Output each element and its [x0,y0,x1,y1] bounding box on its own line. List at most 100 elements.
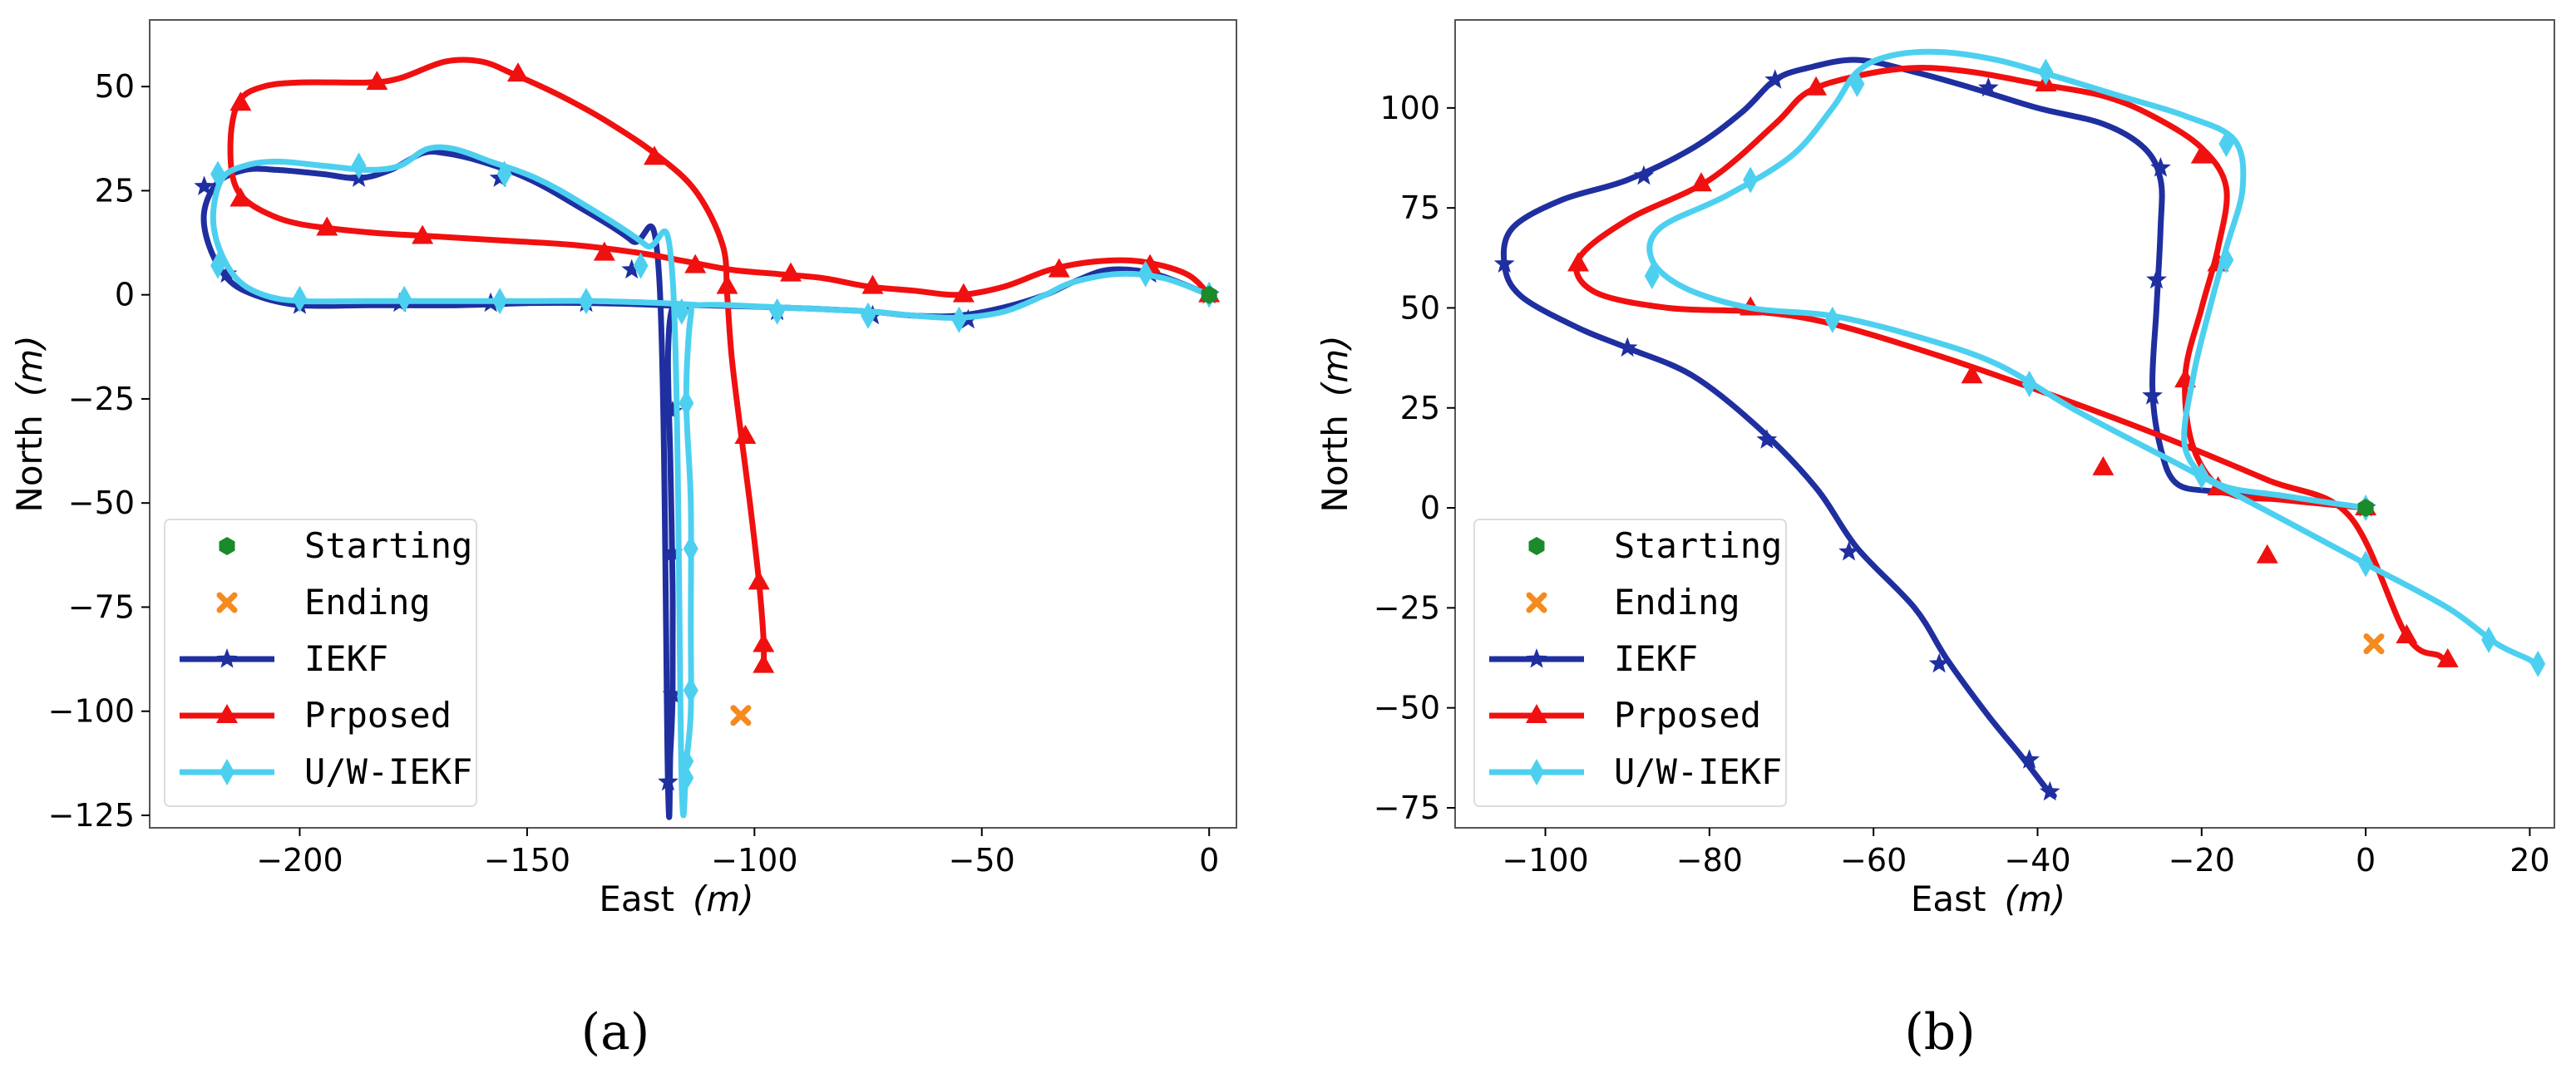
series-marker-u-w-iekf [679,389,694,416]
series-marker-prposed [2396,624,2418,644]
series-marker-u-w-iekf [633,252,649,279]
series-marker-prposed [412,224,434,244]
series-marker-iekf [662,683,683,704]
y-axis-name: North [9,415,50,512]
legend-ending-label: Ending [304,582,431,623]
series-marker-iekf [1928,652,1950,673]
series-marker-prposed [1567,252,1589,272]
series-marker-u-w-iekf [683,535,698,563]
series-marker-u-w-iekf [2530,650,2546,677]
series-marker-iekf [662,401,683,421]
x-tick-label: −200 [256,842,343,879]
series-marker-iekf [194,175,215,195]
legend-ending-marker [216,592,238,613]
y-axis-label: North (m) [1315,335,1355,512]
y-tick-label: −25 [1374,589,1440,626]
legend-starting-marker [1528,537,1545,555]
series-marker-iekf [2039,780,2060,801]
series-line-u-w-iekf [1646,48,2541,671]
legend-prposed-label: Prposed [304,695,452,736]
ending-point-marker [730,705,752,726]
series-marker-u-w-iekf [578,288,594,315]
x-tick-label: −20 [2169,842,2235,879]
x-axis-label: East (m) [1911,879,2065,919]
y-axis-label: North (m) [9,335,50,512]
series-marker-iekf [1764,69,1786,89]
series-marker-prposed [229,91,252,111]
series-marker-iekf [1616,337,1638,357]
series-marker-prposed [2436,647,2459,667]
series-marker-u-w-iekf [210,252,226,279]
series-marker-u-w-iekf [397,285,412,313]
series-marker-prposed [2256,544,2278,564]
series-marker-u-w-iekf [351,152,367,180]
series-marker-u-w-iekf [2481,626,2497,653]
y-axis-unit: (m) [9,335,50,396]
series-marker-u-w-iekf [951,306,967,333]
y-tick-label: −50 [1374,690,1440,726]
x-tick-label: −100 [1502,842,1588,879]
x-axis-name: East [599,879,674,919]
series-marker-u-w-iekf [2358,550,2374,578]
legend-iekf-marker [1526,648,1547,668]
x-axis-unit: (m) [2004,879,2065,919]
y-axis-name: North [1315,415,1355,512]
series-marker-u-w-iekf [492,288,508,315]
y-axis-unit: (m) [1315,335,1355,396]
panel-b: −100 −80 −60 −40 −20 0 20 100 75 50 25 0 −25 −50 −75 Ea… [1315,19,2555,1061]
y-tick-label: 50 [1400,289,1440,326]
series-marker-u-w-iekf [861,302,876,329]
legend-box [1473,519,1787,807]
series-marker-u-w-iekf [1644,262,1660,289]
series-group [194,57,1221,820]
series-marker-iekf [216,263,238,283]
series-marker-u-w-iekf [1824,306,1840,333]
series-marker-u-w-iekf [679,764,694,791]
ending-point-marker [2363,633,2385,655]
y-tick-label: 0 [115,277,135,313]
series-marker-iekf [1838,541,1859,561]
panel-a: −200 −150 −100 −50 0 50 25 0 −25 −50 −75 −100 −125 Ea… [9,19,1237,1061]
series-marker-iekf [662,542,683,562]
series-marker-prposed [2092,455,2115,475]
series-marker-prposed [506,62,529,82]
legend-ending-marker [1526,592,1547,613]
legend-starting-label: Starting [304,525,472,566]
series-marker-prposed [684,254,707,273]
legend: Starting Ending IEKF Prposed U/W-IEKF [1473,519,1787,807]
x-tick-label: −80 [1676,842,1743,879]
series-marker-prposed [952,283,975,303]
legend-u-w-iekf-marker [220,759,234,785]
series-marker-iekf [621,258,642,279]
legend-u-w-iekf-label: U/W-IEKF [1614,751,1782,792]
y-tick-label: −75 [68,588,135,625]
series-marker-u-w-iekf [683,677,698,704]
legend-box [164,519,477,807]
series-line-prposed [1573,65,2451,667]
y-tick-label: −100 [48,693,135,730]
series-marker-prposed [593,241,615,261]
y-tick-label: 100 [1379,90,1440,126]
legend: Starting Ending IEKF Prposed U/W-IEKF [164,519,477,807]
legend-iekf-marker [216,648,238,668]
series-marker-u-w-iekf [496,160,512,188]
series-marker-prposed [229,187,252,207]
x-tick-label: 20 [2509,842,2549,879]
legend-u-w-iekf-label: U/W-IEKF [304,751,472,792]
y-tick-label: 0 [1420,490,1440,526]
x-tick-label: −50 [949,842,1015,879]
legend-iekf-label: IEKF [1614,638,1698,679]
y-tick-label: 50 [95,68,135,105]
series-marker-prposed [316,216,338,236]
series-marker-u-w-iekf [292,285,308,313]
series-marker-u-w-iekf [210,160,226,188]
series-marker-iekf [1633,165,1655,185]
panel-caption: (b) [1904,1003,1975,1061]
series-marker-iekf [2146,268,2167,289]
x-tick-label: −60 [1840,842,1907,879]
x-tick-label: 0 [2356,842,2376,879]
series-marker-u-w-iekf [1849,70,1865,97]
series-marker-u-w-iekf [2038,58,2054,86]
series-marker-prposed [644,145,666,165]
